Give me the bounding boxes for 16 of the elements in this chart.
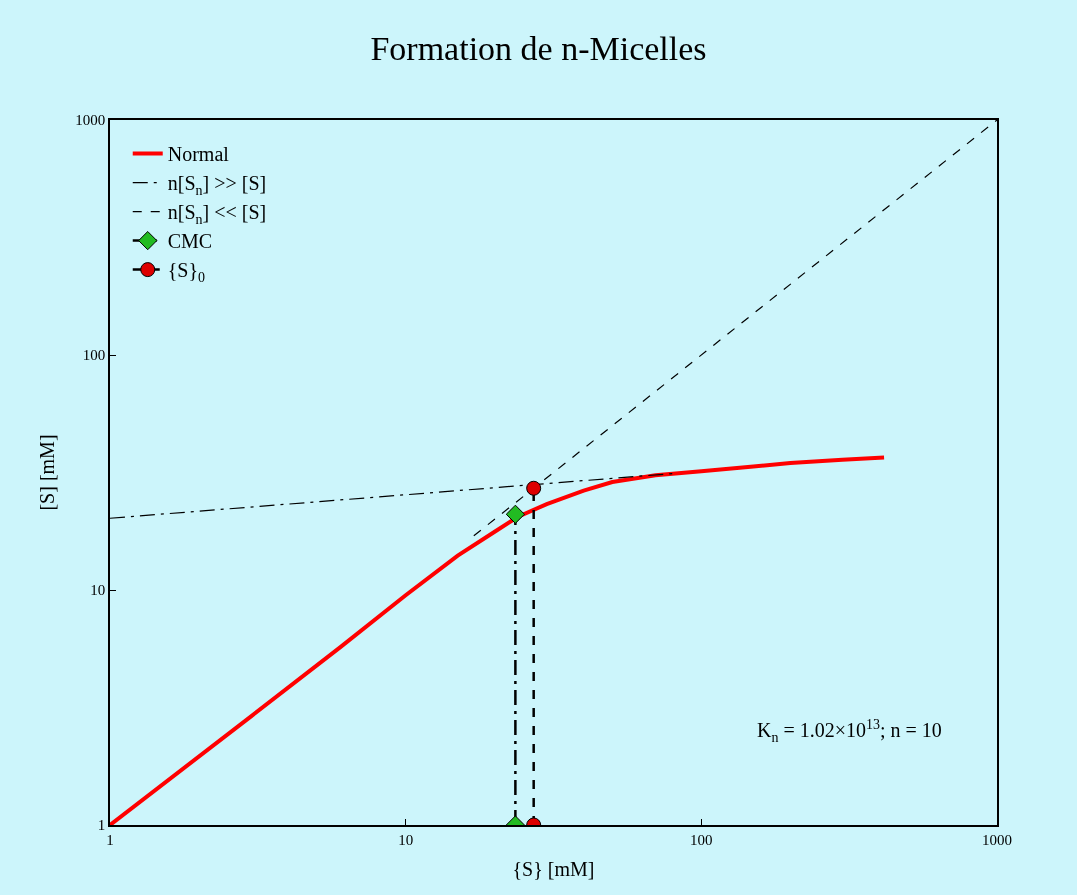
y-tick-label: 100 <box>82 347 106 364</box>
x-axis-title: {S} [mM] <box>512 857 595 880</box>
legend-label: n[S$_{n}$] >> [S] <box>167 172 267 198</box>
y-tick-label: 1000 <box>75 112 106 129</box>
legend-label: {S}$_{0}$ <box>167 259 206 285</box>
annotation: K$_{n}$ = 1.02×10$^{13}$; n = 10 <box>757 717 942 745</box>
legend-label: n[S$_{n}$] << [S] <box>167 201 267 227</box>
legend-label: CMC <box>167 230 213 253</box>
y-axis-title: [S] [mM] <box>36 434 59 511</box>
y-tick-label: 1 <box>97 817 106 834</box>
y-tick-label: 10 <box>90 582 106 599</box>
x-tick-label: 10 <box>398 831 414 848</box>
legend-label: Normal <box>167 143 230 166</box>
x-tick-label: 100 <box>690 831 713 848</box>
x-tick-label: 1000 <box>982 831 1012 848</box>
chart-title: Formation de n-Micelles <box>370 29 707 67</box>
